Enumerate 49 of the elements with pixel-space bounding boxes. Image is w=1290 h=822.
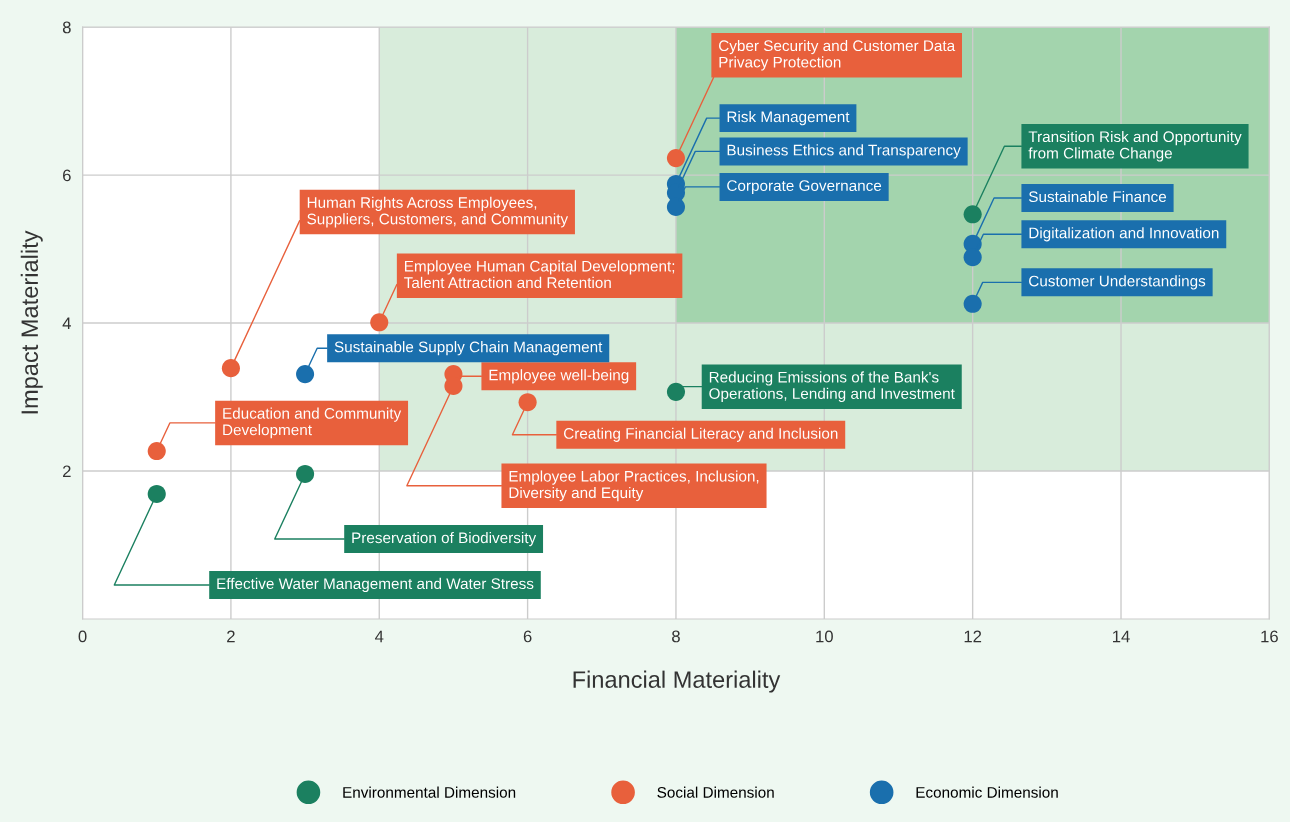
annotation: Preservation of Biodiversity (352, 531, 537, 547)
annotation: Sustainable Supply Chain Management (334, 341, 603, 356)
point (147, 441, 166, 461)
annotation: Employee Labor Practices, Inclusion, Diversity and Equity (509, 470, 759, 502)
annotation: Digitalization and Innovation (1029, 227, 1219, 242)
annotation: Cyber Security and Customer Data Privacy Protection (719, 39, 956, 71)
point (296, 365, 315, 384)
point (666, 382, 686, 401)
legend-label: Economic Dimension (916, 786, 1058, 798)
annotation: Education and Community Development (223, 407, 402, 439)
legend-label: Social Dimension (657, 786, 774, 798)
annotation: Transition Risk and Opportunity from Climate Change (1028, 130, 1242, 162)
point (296, 464, 315, 484)
point (963, 248, 982, 267)
y-tick-label: 4 (62, 317, 71, 330)
annotation: Human Rights Across Employees, Suppliers, Customers, and Community (307, 196, 569, 228)
point (963, 294, 982, 313)
x-tick-label: 6 (523, 630, 532, 643)
point (666, 149, 686, 168)
point (370, 313, 389, 332)
legend-label: Environmental Dimension (343, 786, 516, 798)
annotation: Employee Human Capital Development; Talent Attraction and Retention (404, 260, 675, 289)
annotation: Reducing Emissions of the Bank's Operations, Lending and Investment (709, 371, 955, 403)
y-tick-label: 6 (63, 169, 71, 182)
x-tick-label: 10 (816, 630, 833, 643)
annotation: Business Ethics and Transparency (727, 144, 961, 159)
annotation: Effective Water Management and Water Stress (217, 577, 534, 593)
x-tick-label: 16 (1261, 630, 1278, 643)
x-tick-label: 8 (672, 630, 680, 643)
x-tick-label: 12 (964, 630, 982, 643)
x-tick-label: 14 (1113, 630, 1130, 643)
x-tick-label: 2 (227, 630, 235, 643)
annotation: Employee well-being (489, 369, 629, 384)
point (963, 205, 982, 224)
annotation: Customer Understandings (1029, 275, 1206, 290)
y-axis-title: Impact Materiality (20, 230, 43, 414)
point (518, 393, 537, 412)
point (666, 197, 686, 216)
annotation: Risk Management (727, 111, 850, 126)
x-tick-label: 4 (375, 630, 384, 643)
annotation: Creating Financial Literacy and Inclusion (563, 427, 838, 442)
x-tick-label: 0 (78, 630, 87, 643)
x-axis-title: Financial Materiality (573, 670, 781, 693)
annotation: Sustainable Finance (1028, 190, 1167, 203)
y-tick-label: 2 (63, 465, 71, 478)
y-tick-label: 8 (62, 21, 71, 34)
point (147, 484, 166, 503)
point (221, 359, 240, 378)
annotation: Corporate Governance (727, 180, 882, 195)
